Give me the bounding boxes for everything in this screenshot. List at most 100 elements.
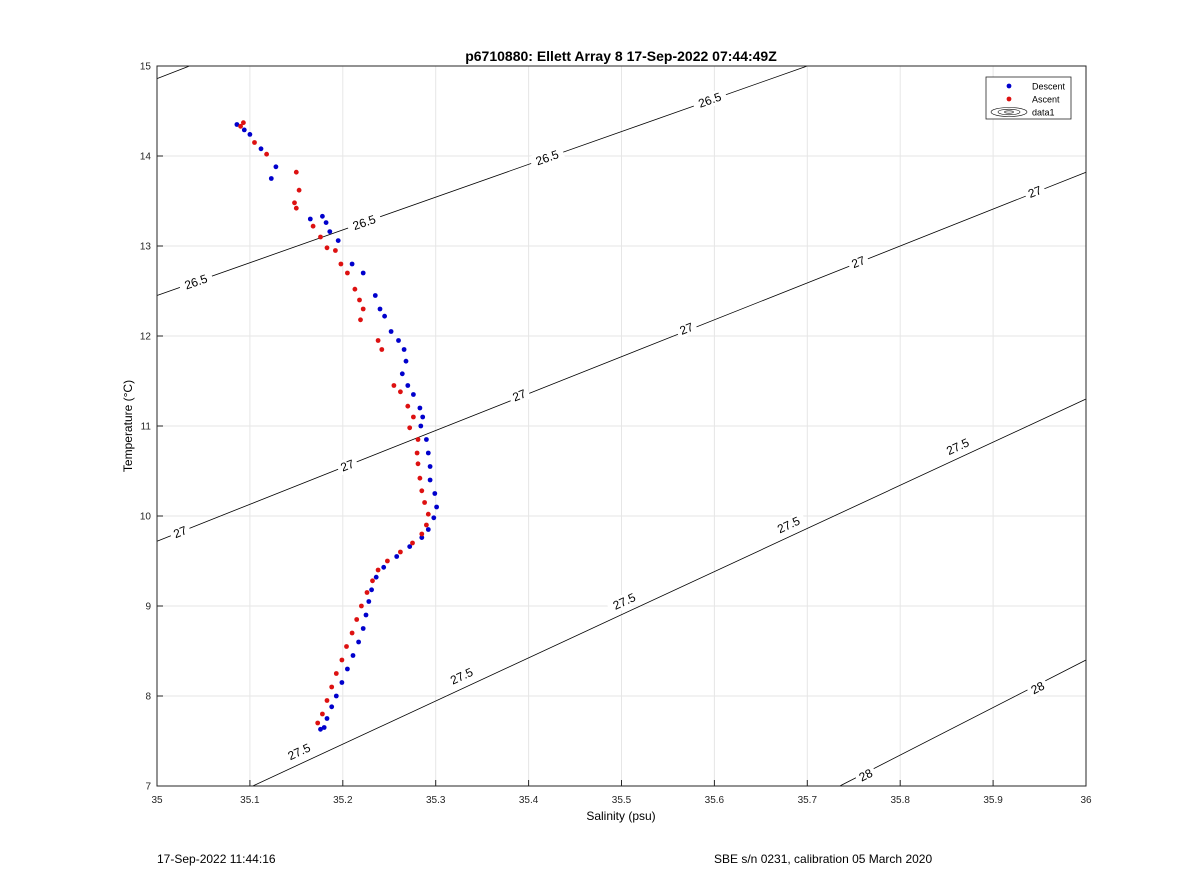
contour-label-group: 27 bbox=[168, 522, 193, 543]
axis-ticks: 35 35.1 35.2 35.3 35.4 35.5 35.6 35.7 35.8 35.9 36… bbox=[140, 62, 1092, 807]
contour-label-group: 27 bbox=[674, 318, 699, 339]
x-tick-label: 35.6 bbox=[705, 795, 725, 806]
contour-label-bg bbox=[177, 269, 215, 295]
legend-box bbox=[985, 76, 1072, 120]
ascent-point bbox=[405, 403, 411, 409]
legend-contour-icon-core bbox=[1004, 110, 1014, 114]
descent-point bbox=[431, 515, 437, 521]
contour-label-bg bbox=[770, 511, 808, 539]
contour-line-27.5 bbox=[252, 398, 1087, 787]
descent-point bbox=[401, 347, 407, 352]
x-tick-label: 36 bbox=[1080, 795, 1092, 806]
contour-label-bg bbox=[528, 145, 566, 171]
contour-label-bg bbox=[507, 385, 532, 406]
y-tick-label: 13 bbox=[140, 242, 152, 253]
ascent-point bbox=[352, 286, 358, 292]
contour-label-bg bbox=[280, 738, 318, 766]
ascent-point bbox=[320, 711, 325, 717]
legend-descent-marker bbox=[1006, 83, 1012, 89]
y-tick-label: 12 bbox=[140, 332, 152, 343]
descent-point bbox=[360, 270, 366, 276]
ascent-point bbox=[293, 169, 299, 175]
contour-label-group: 27.5 bbox=[280, 738, 318, 766]
descent-point bbox=[425, 450, 431, 456]
ascent-point bbox=[338, 261, 344, 267]
descent-point bbox=[268, 176, 274, 181]
ascent-point bbox=[315, 720, 321, 726]
descent-point bbox=[381, 564, 387, 570]
ascent-point bbox=[333, 671, 339, 676]
ascent-point bbox=[354, 617, 360, 622]
contour-label: 27 bbox=[339, 457, 357, 475]
ascent-point bbox=[318, 234, 323, 240]
ascent-point bbox=[414, 450, 420, 456]
legend: Descent Ascent data1 bbox=[985, 76, 1072, 120]
ascent-point bbox=[370, 578, 375, 584]
x-axis-label: Salinity (psu) bbox=[586, 809, 655, 823]
contour-label: 27 bbox=[1026, 183, 1044, 201]
ascent-point bbox=[241, 120, 246, 126]
descent-point bbox=[329, 704, 335, 710]
descent-point bbox=[405, 383, 411, 388]
descent-point bbox=[327, 229, 333, 235]
ascent-point bbox=[422, 500, 427, 505]
contour-label-bg bbox=[674, 318, 699, 339]
ascent-point bbox=[357, 297, 362, 303]
descent-point bbox=[418, 423, 424, 429]
ascent-point bbox=[358, 317, 363, 323]
ascent-point bbox=[415, 461, 421, 467]
descent-point bbox=[427, 464, 433, 469]
contour-label: 28 bbox=[857, 766, 876, 785]
y-tick-label: 10 bbox=[140, 512, 152, 523]
ascent-point bbox=[264, 151, 269, 157]
legend-descent-label: Descent bbox=[1032, 82, 1066, 92]
contour-label: 26.5 bbox=[351, 212, 378, 233]
contour-label: 26.5 bbox=[183, 271, 210, 292]
descent-point bbox=[360, 626, 366, 631]
ascent-point bbox=[375, 567, 381, 573]
contour-label-bg bbox=[335, 455, 360, 476]
ascent-point bbox=[360, 306, 366, 312]
contour-label-group: 26.5 bbox=[528, 145, 566, 171]
descent-point bbox=[424, 437, 429, 442]
ascent-point bbox=[333, 248, 338, 253]
x-tick-label: 35.1 bbox=[240, 795, 260, 806]
ascent-point bbox=[379, 347, 385, 352]
contour-label: 26.5 bbox=[696, 90, 723, 111]
descent-point bbox=[318, 726, 323, 732]
contour-label-bg bbox=[168, 522, 193, 543]
descent-point bbox=[333, 693, 339, 699]
contour-label-bg bbox=[605, 587, 643, 616]
legend-ascent-label: Ascent bbox=[1032, 95, 1060, 105]
legend-data1-label: data1 bbox=[1032, 108, 1055, 118]
x-tick-label: 35.4 bbox=[519, 795, 539, 806]
descent-point bbox=[396, 338, 401, 343]
contour-label: 26.5 bbox=[534, 147, 561, 168]
descent-point bbox=[363, 612, 369, 618]
ascent-point bbox=[292, 200, 297, 206]
descent-point bbox=[419, 535, 425, 540]
descent-point bbox=[273, 164, 279, 170]
descent-point bbox=[425, 527, 431, 532]
y-tick-label: 9 bbox=[145, 602, 151, 613]
descent-point bbox=[349, 261, 355, 267]
ascent-point bbox=[415, 437, 421, 442]
descent-point bbox=[320, 213, 325, 219]
y-tick-label: 7 bbox=[145, 782, 151, 793]
y-tick-label: 8 bbox=[145, 692, 151, 703]
descent-point bbox=[366, 599, 372, 604]
contour-label: 27 bbox=[678, 320, 696, 338]
descent-point bbox=[258, 146, 264, 152]
x-tick-label: 35.7 bbox=[798, 795, 818, 806]
contour-label-group: 26.5 bbox=[345, 210, 383, 235]
ascent-point bbox=[293, 205, 299, 211]
descent-point bbox=[356, 639, 361, 645]
descent-point bbox=[369, 587, 374, 593]
contour-line-27 bbox=[156, 171, 1087, 542]
contour-label-group: 27.5 bbox=[939, 433, 977, 461]
descent-point bbox=[420, 414, 426, 420]
descent-point bbox=[434, 504, 439, 510]
ascent-point bbox=[339, 657, 345, 663]
ascent-point bbox=[238, 123, 244, 129]
